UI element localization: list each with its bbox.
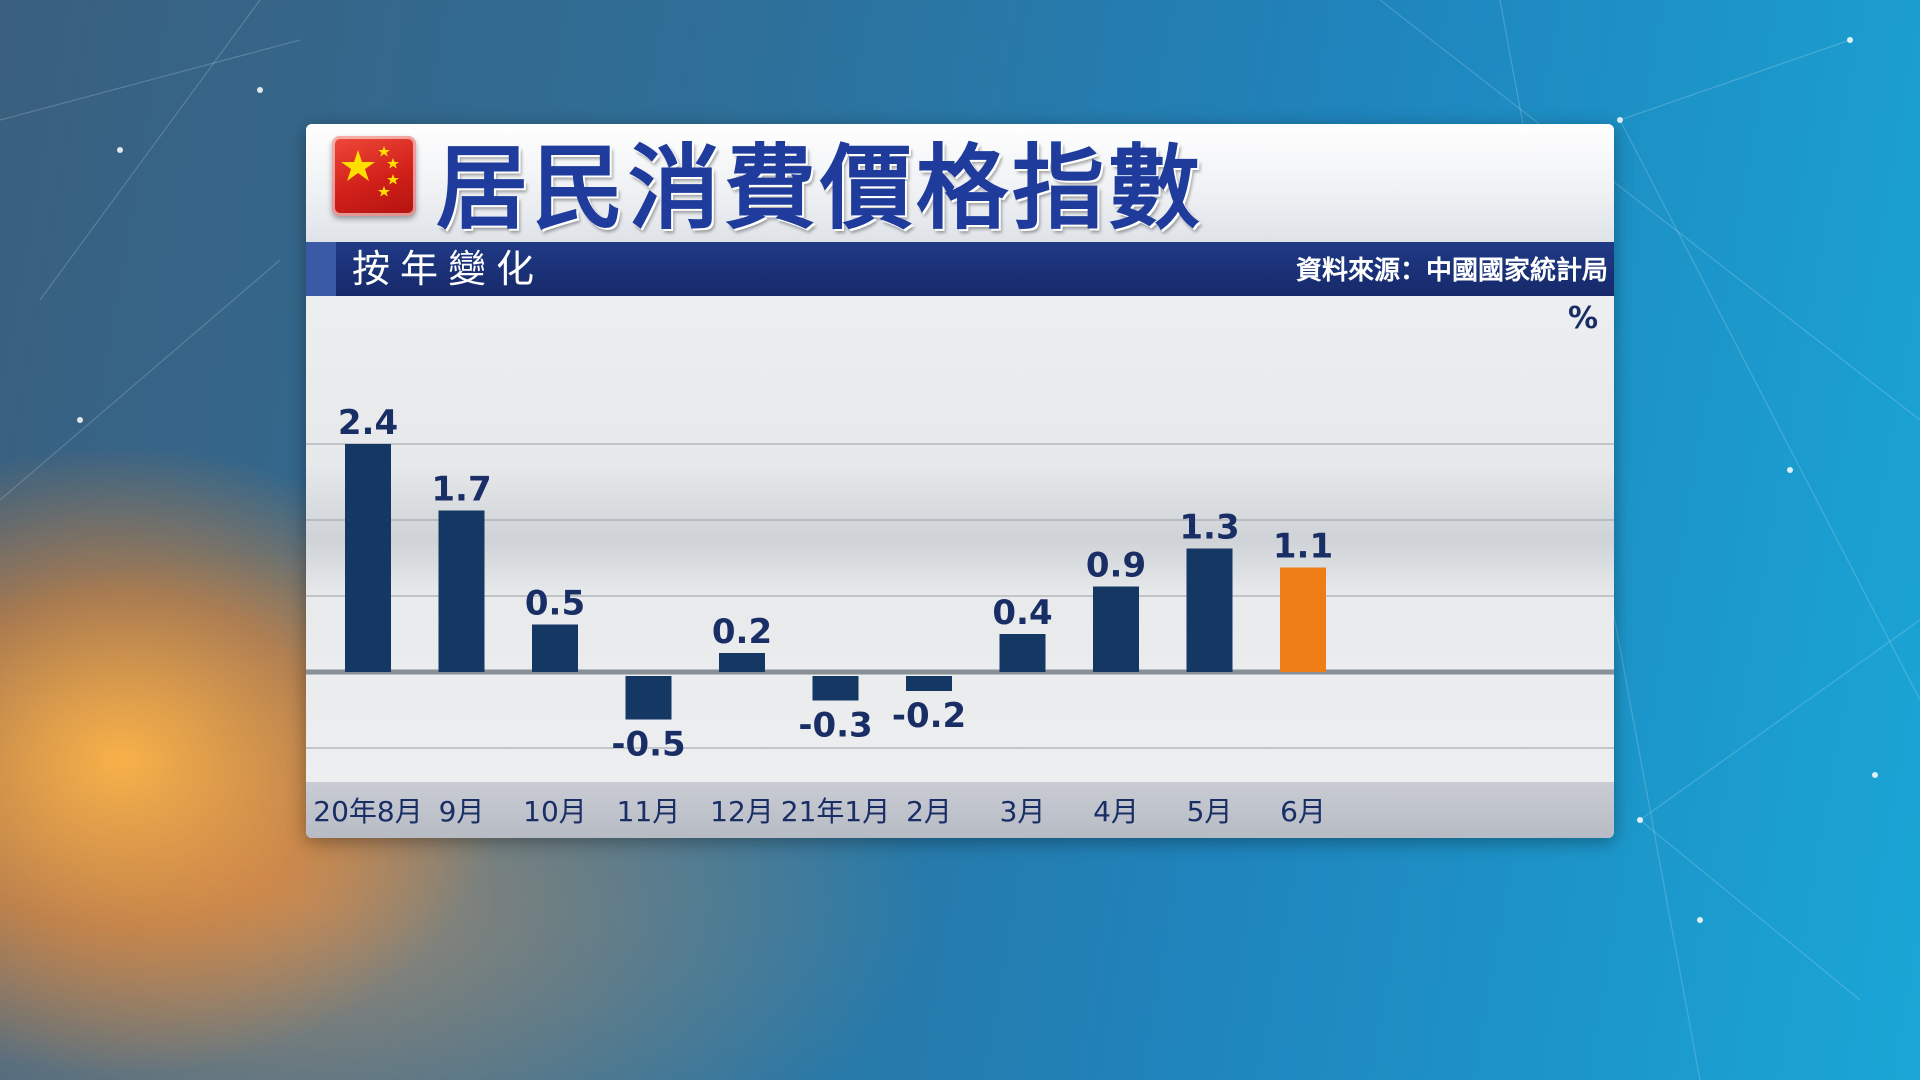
china-flag-icon (332, 136, 416, 216)
x-tick-label: 3月 (1000, 795, 1046, 828)
bars (345, 444, 1326, 720)
chart-subtitle: 按年變化 (352, 247, 545, 291)
subtitle-accent (306, 242, 336, 296)
bar-3 (625, 676, 672, 720)
bar-value-label: 0.2 (712, 612, 772, 652)
bar-value-label: -0.2 (892, 696, 966, 736)
bar-0 (345, 444, 391, 672)
bar-value-label: 2.4 (338, 403, 398, 443)
x-tick-label: 5月 (1187, 795, 1233, 828)
gridlines (306, 443, 1614, 749)
bar-value-label: 1.3 (1179, 508, 1239, 548)
chart-title: 居民消費價格指數 (436, 135, 1205, 242)
x-tick-label: 9月 (439, 795, 485, 828)
bar-6 (906, 676, 952, 691)
subtitle-band: 按年變化 資料來源：中國國家統計局 (306, 242, 1614, 296)
bar-chart: 2.4 1.7 0.5 -0.5 0.2 -0.3 -0.2 0.4 0.9 1.3 1.1 20年… (306, 301, 1614, 828)
x-tick-label: 4月 (1093, 795, 1139, 828)
bar-5 (812, 676, 859, 701)
value-labels: 2.4 1.7 0.5 -0.5 0.2 -0.3 -0.2 0.4 0.9 1.3 1.1 (338, 403, 1333, 765)
bar-value-label: 1.1 (1273, 527, 1333, 567)
bar-4 (719, 653, 765, 672)
x-tick-label: 11月 (617, 795, 681, 828)
x-axis-band (306, 782, 1614, 838)
bar-value-label: 1.7 (431, 470, 491, 510)
unit-label: % (1568, 301, 1598, 336)
bar-10 (1280, 567, 1326, 672)
bar-value-label: 0.4 (992, 593, 1052, 633)
bar-value-label: 0.5 (525, 584, 585, 624)
bar-8 (1093, 586, 1139, 672)
x-tick-label: 2月 (906, 795, 952, 828)
bar-9 (1186, 548, 1233, 672)
bar-2 (532, 624, 578, 672)
title-band: 居民消費價格指數 (306, 124, 1614, 242)
x-tick-labels: 20年8月 9月 10月 11月 12月 21年1月 2月 3月 4月 5月 6月 (313, 795, 1326, 828)
data-source: 資料來源：中國國家統計局 (1295, 256, 1608, 286)
x-tick-label: 10月 (523, 795, 587, 828)
x-tick-label: 20年8月 (313, 795, 422, 828)
bar-1 (438, 510, 485, 672)
chart-card: 居民消費價格指數 按年變化 資料來源：中國國家統計局 2.4 1.7 0.5 -0.5… (306, 124, 1614, 838)
bar-value-label: -0.5 (611, 725, 685, 765)
flag-stars (341, 146, 399, 197)
bar-value-label: 0.9 (1086, 546, 1146, 586)
x-tick-label: 12月 (710, 795, 774, 828)
x-tick-label: 6月 (1280, 795, 1326, 828)
x-tick-label: 21年1月 (781, 795, 890, 828)
plot-area (306, 296, 1614, 782)
bar-value-label: -0.3 (798, 706, 872, 746)
bar-7 (999, 634, 1046, 672)
